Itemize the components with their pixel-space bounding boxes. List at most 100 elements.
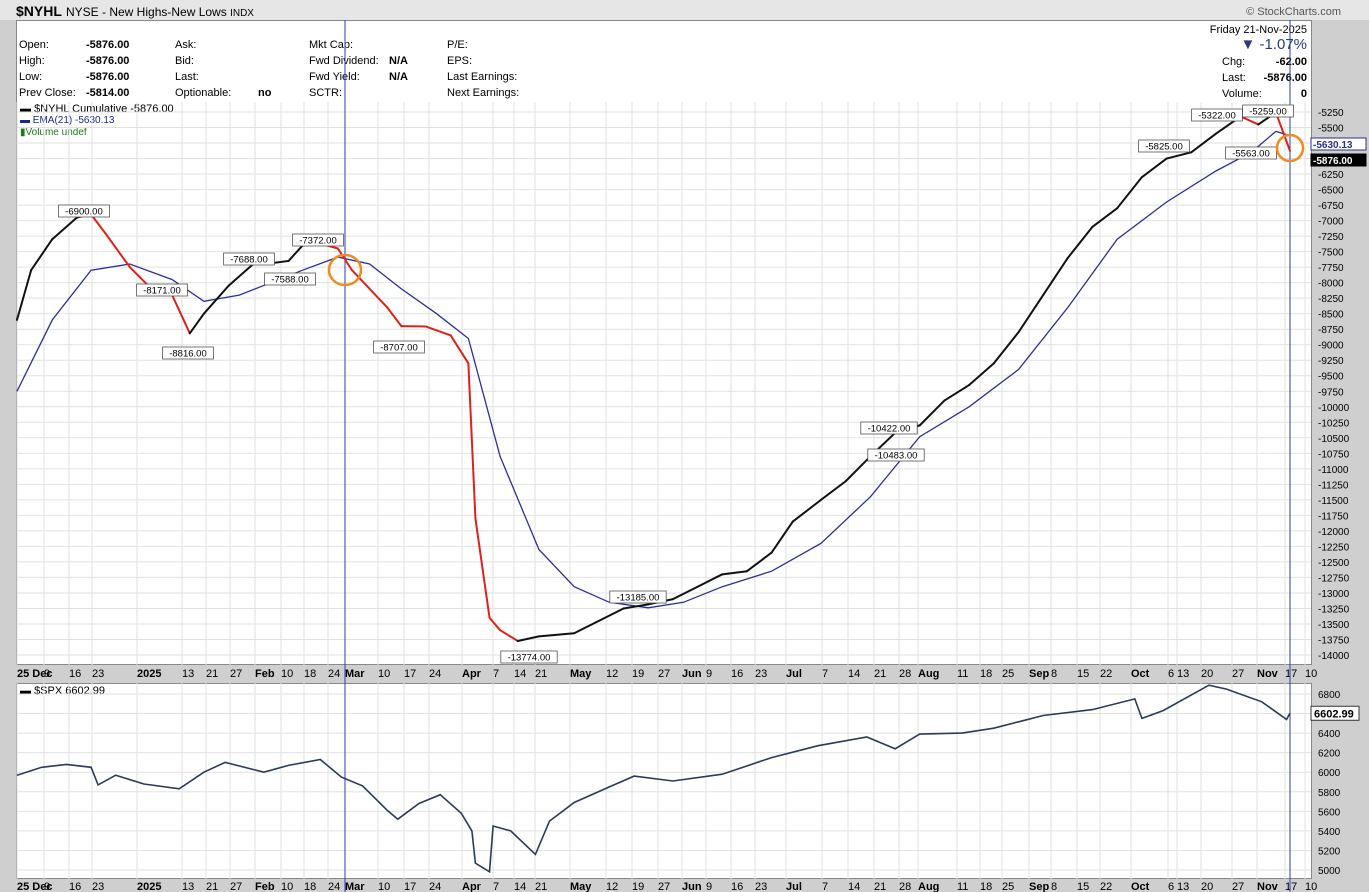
spx-panel (16, 683, 1312, 879)
value-annotation-box (292, 233, 344, 247)
main-x-tick-label: 25 Dec (17, 668, 52, 680)
legend-volume-text: Volume undef (25, 127, 87, 138)
main-x-tick-label: 12 (606, 668, 618, 680)
main-y-tick-label: -10500 (1318, 434, 1350, 445)
main-x-tick-label: 20 (1201, 668, 1213, 680)
main-x-tick-label: 21 (535, 668, 547, 680)
nyhl-line-segment (30, 238, 54, 272)
spx-x-tick-label: Oct (1131, 881, 1150, 892)
main-x-tick-label: 9 (44, 668, 50, 680)
main-y-tick-label: -6250 (1318, 170, 1344, 181)
main-y-tick-label: -6750 (1318, 201, 1344, 212)
quote-date: Friday 21-Nov-2025 (1209, 24, 1307, 36)
main-x-tick-label: 16 (69, 668, 81, 680)
nyhl-line-segment (104, 232, 131, 269)
main-x-tick-label: 2025 (137, 668, 161, 680)
nyhl-line-segment (1140, 157, 1168, 179)
volume-value: 0 (1300, 88, 1307, 100)
main-x-tick-label: 8 (1051, 668, 1057, 680)
nyhl-line-segment (1116, 176, 1143, 210)
main-y-tick-label: -7000 (1318, 217, 1344, 228)
main-x-tick-label: 21 (874, 668, 886, 680)
main-y-tick-label: -5500 (1318, 124, 1344, 135)
spx-x-tick-label: 13 (182, 881, 194, 892)
spx-x-tick-label: Mar (345, 881, 365, 892)
main-x-tick-label: 15 (1077, 668, 1089, 680)
main-x-tick-label: 25 (1002, 668, 1014, 680)
nyhl-line-segment (1190, 132, 1217, 154)
spx-x-tick-label: Apr (462, 881, 482, 892)
main-y-tick-label: -13250 (1318, 604, 1350, 615)
spx-x-tick-label: May (570, 881, 592, 892)
value-annotation-label: -5322.00 (1198, 111, 1236, 122)
last-earnings-label: Last Earnings: (447, 71, 518, 83)
value-annotation-box (1225, 146, 1277, 160)
main-x-tick-label: 9 (706, 668, 712, 680)
legend-volume: ▮Volume undef (20, 127, 87, 138)
nyhl-line-segment (351, 269, 371, 290)
nyhl-line-segment (745, 551, 773, 573)
optionable-value: no (258, 87, 272, 99)
main-x-tick-label: 28 (899, 668, 911, 680)
spx-x-tick-label: 21 (535, 881, 547, 892)
main-x-tick-label: 22 (1100, 668, 1112, 680)
nyhl-line-segment (336, 247, 353, 272)
spx-x-tick-label: 24 (429, 881, 441, 892)
last-value-label: Last: (1222, 72, 1246, 84)
value-annotation-label: -13185.00 (617, 593, 660, 604)
nyhl-line-segment (488, 616, 502, 632)
exchange-title: NYSE - New Highs-New Lows (66, 5, 227, 19)
nyhl-line-segment (425, 325, 452, 337)
nyhl-line-segment (90, 213, 107, 235)
next-earnings-label: Next Earnings: (447, 87, 520, 99)
spx-x-tick-label: 10 (378, 881, 390, 892)
main-x-tick-label: Sep (1029, 668, 1049, 680)
sctr-label: SCTR: (309, 87, 342, 99)
nyhl-line-segment (1066, 225, 1094, 259)
nyhl-line-segment (770, 520, 794, 554)
main-x-tick-label: Jun (682, 668, 702, 680)
main-x-tick-label: 6 (1168, 668, 1174, 680)
spx-x-tick-label: 24 (328, 881, 340, 892)
main-y-tick-label: -12500 (1318, 558, 1350, 569)
spx-x-tick-label: 22 (1100, 881, 1112, 892)
spx-x-tick-label: 9 (706, 881, 712, 892)
main-x-tick-label: 27 (230, 668, 242, 680)
main-y-tick-label: -11000 (1318, 465, 1349, 476)
spx-x-tick-label: Sep (1029, 881, 1049, 892)
main-y-tick-label: -10000 (1318, 403, 1350, 414)
main-x-tick-label: 17 (404, 668, 416, 680)
nyhl-line-segment (467, 362, 477, 520)
main-x-tick-label: 24 (328, 668, 340, 680)
spx-x-tick-label: 13 (1177, 881, 1189, 892)
spx-x-tick-label: 27 (1232, 881, 1244, 892)
spx-x-tick-label: 27 (658, 881, 670, 892)
value-annotation-label: -7688.00 (230, 255, 268, 266)
spx-x-tick-label: 17 (1285, 881, 1297, 892)
main-x-tick-label: 11 (957, 668, 968, 680)
value-annotation-box (609, 590, 667, 604)
main-x-tick-label: Feb (255, 668, 275, 680)
main-x-tick-label: 7 (822, 668, 828, 680)
main-x-tick-label: 27 (658, 668, 670, 680)
main-y-tick-label: -8250 (1318, 294, 1344, 305)
spx-x-tick-label: Aug (918, 881, 939, 892)
nyhl-line-segment (516, 635, 540, 642)
nyhl-line-segment (918, 399, 946, 427)
main-y-tick-label: -9750 (1318, 387, 1344, 398)
optionable-label: Optionable: (175, 87, 232, 99)
chg-value: -62.00 (1275, 56, 1307, 68)
spx-x-tick-label: Nov (1257, 881, 1279, 892)
value-annotation-label: -5563.00 (1232, 149, 1270, 160)
spx-x-tick-label: 18 (304, 881, 316, 892)
fwd-yield-value: N/A (389, 71, 408, 83)
spx-y-tick-label: 5400 (1318, 827, 1341, 838)
value-annotation-label: -8816.00 (169, 349, 207, 360)
main-y-tick-label: -12250 (1318, 542, 1350, 553)
value-annotation-label: -7372.00 (299, 236, 337, 247)
nyhl-line-segment (287, 244, 304, 262)
exchange-name: NYSE - New Highs-New Lows INDX (66, 5, 254, 21)
ask-label: Ask: (175, 39, 197, 51)
nyhl-line-segment (1017, 294, 1045, 334)
